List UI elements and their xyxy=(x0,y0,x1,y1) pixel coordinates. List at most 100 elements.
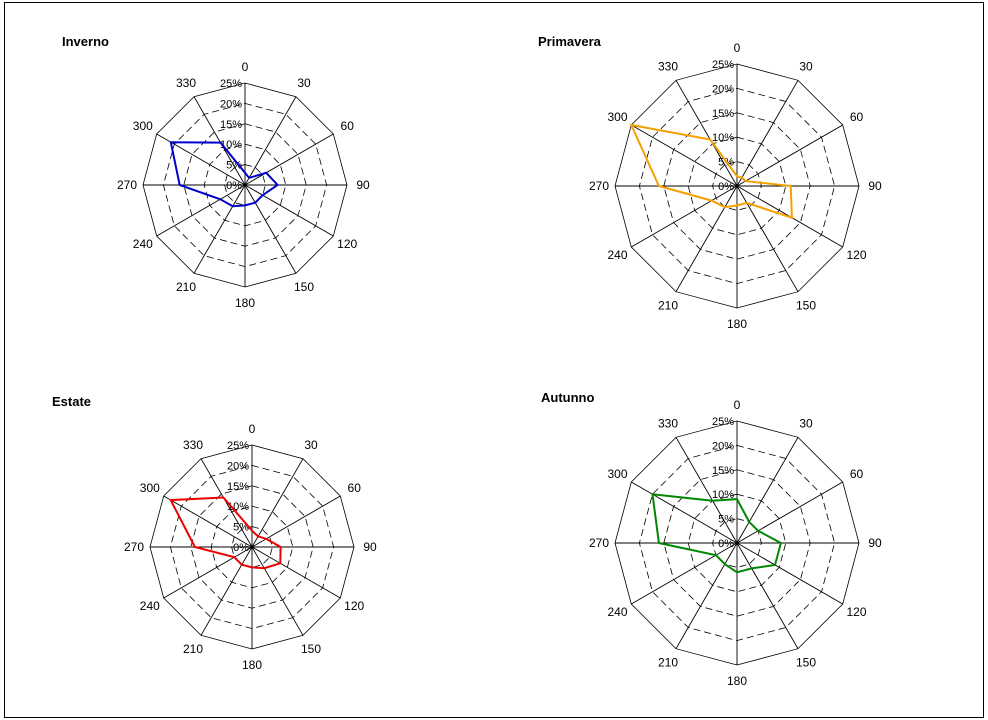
spoke-line xyxy=(631,542,738,605)
ring-label: 5% xyxy=(718,514,734,526)
direction-label: 90 xyxy=(868,536,882,550)
ring-label: 5% xyxy=(233,522,249,534)
direction-label: 60 xyxy=(348,481,362,495)
spoke-line xyxy=(736,542,843,605)
spoke-line xyxy=(163,495,253,548)
spoke-line xyxy=(675,542,738,649)
ring-label: 0% xyxy=(233,542,249,554)
spoke-line xyxy=(200,458,253,548)
spoke-line xyxy=(251,546,341,599)
spoke-line xyxy=(675,185,738,292)
spoke-line xyxy=(244,184,297,274)
ring-label: 0% xyxy=(718,538,734,550)
series-polygon xyxy=(629,123,793,220)
chart-title: Inverno xyxy=(62,34,109,49)
direction-label: 270 xyxy=(124,540,144,554)
ring-label: 20% xyxy=(712,83,734,95)
spoke-line xyxy=(244,133,334,186)
figure-frame xyxy=(4,2,984,718)
spoke-line xyxy=(736,437,799,544)
direction-label: 0 xyxy=(734,41,741,55)
direction-label: 210 xyxy=(176,280,196,294)
direction-label: 180 xyxy=(242,658,262,672)
direction-label: 210 xyxy=(183,642,203,656)
direction-label: 210 xyxy=(658,656,678,670)
chart-title: Estate xyxy=(52,394,91,409)
direction-label: 300 xyxy=(607,110,627,124)
ring-label: 10% xyxy=(712,489,734,501)
ring-label: 15% xyxy=(712,465,734,477)
spoke-line xyxy=(193,184,246,274)
chart-primavera: Primavera 0 30 60 90 120 150 180 210 240 270 300 33… xyxy=(538,34,882,331)
spoke-line xyxy=(631,124,738,187)
ring-label: 15% xyxy=(220,119,242,131)
spoke-line xyxy=(200,546,253,636)
direction-label: 30 xyxy=(297,76,311,90)
direction-label: 240 xyxy=(607,605,627,619)
direction-label: 180 xyxy=(235,296,255,310)
ring-label: 10% xyxy=(712,132,734,144)
direction-label: 60 xyxy=(341,119,355,133)
spoke-line xyxy=(736,542,799,649)
direction-label: 90 xyxy=(868,179,882,193)
direction-label: 120 xyxy=(337,237,357,251)
ring-label: 25% xyxy=(220,78,242,90)
direction-label: 0 xyxy=(249,422,256,436)
spoke-line xyxy=(631,481,738,544)
spoke-line xyxy=(736,481,843,544)
direction-label: 240 xyxy=(607,248,627,262)
ring-label: 0% xyxy=(718,181,734,193)
direction-label: 120 xyxy=(344,599,364,613)
ring-label: 25% xyxy=(712,416,734,428)
spoke-line xyxy=(193,96,246,186)
spoke-line xyxy=(736,124,843,187)
direction-label: 180 xyxy=(727,674,747,688)
spoke-line xyxy=(244,184,334,237)
chart-autunno: Autunno 0 30 60 90 120 150 180 210 240 270 300 330 0… xyxy=(541,390,882,688)
direction-label: 120 xyxy=(846,248,866,262)
direction-label: 30 xyxy=(799,60,813,74)
direction-label: 0 xyxy=(242,60,249,74)
direction-label: 150 xyxy=(796,299,816,313)
direction-label: 300 xyxy=(607,467,627,481)
spoke-line xyxy=(251,458,304,548)
direction-label: 120 xyxy=(846,605,866,619)
direction-label: 240 xyxy=(133,237,153,251)
spoke-line xyxy=(244,96,297,186)
direction-label: 60 xyxy=(850,110,864,124)
spoke-line xyxy=(736,185,799,292)
spoke-line xyxy=(156,184,246,237)
direction-label: 270 xyxy=(589,536,609,550)
ring-label: 20% xyxy=(220,98,242,110)
series-polygon xyxy=(651,493,783,574)
direction-label: 330 xyxy=(183,438,203,452)
direction-label: 180 xyxy=(727,317,747,331)
spoke-line xyxy=(736,80,799,187)
direction-label: 330 xyxy=(176,76,196,90)
direction-label: 90 xyxy=(356,178,370,192)
spoke-line xyxy=(251,546,304,636)
spoke-line xyxy=(631,185,738,248)
direction-label: 0 xyxy=(734,398,741,412)
direction-label: 300 xyxy=(133,119,153,133)
direction-label: 330 xyxy=(658,60,678,74)
chart-inverno: Inverno 0 30 60 90 120 150 180 210 240 270 300 330 0… xyxy=(62,34,370,310)
direction-label: 270 xyxy=(589,179,609,193)
ring-label: 10% xyxy=(227,501,249,513)
direction-label: 270 xyxy=(117,178,137,192)
series-polygon xyxy=(169,496,282,570)
direction-label: 300 xyxy=(140,481,160,495)
ring-label: 5% xyxy=(226,160,242,172)
series-polygon xyxy=(169,141,280,208)
ring-label: 20% xyxy=(227,460,249,472)
direction-label: 30 xyxy=(304,438,318,452)
direction-label: 150 xyxy=(796,656,816,670)
chart-estate: Estate 0 30 60 90 120 150 180 210 240 270 300 330 0%… xyxy=(52,394,377,672)
ring-label: 15% xyxy=(227,481,249,493)
spoke-line xyxy=(163,546,253,599)
chart-title: Autunno xyxy=(541,390,594,405)
ring-label: 0% xyxy=(226,180,242,192)
direction-label: 150 xyxy=(294,280,314,294)
direction-label: 210 xyxy=(658,299,678,313)
